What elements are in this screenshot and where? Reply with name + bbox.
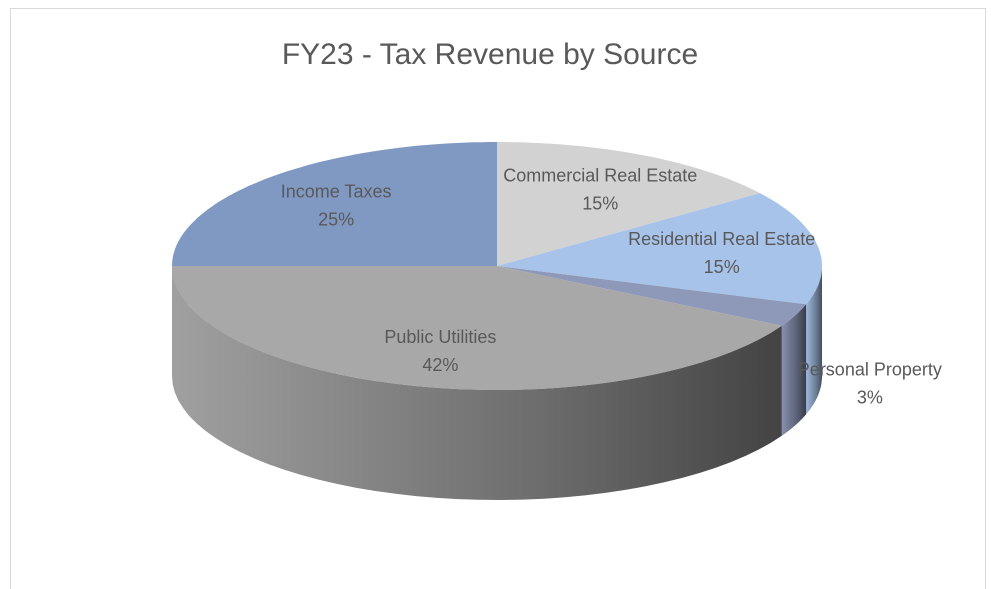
slice xyxy=(497,193,822,305)
slice-value-label: 42% xyxy=(422,355,458,375)
slice-side-shade xyxy=(172,266,782,500)
slice-value-label: 3% xyxy=(857,387,883,407)
slice xyxy=(172,266,782,390)
slice-value-label: 25% xyxy=(318,209,354,229)
slice-side-shade xyxy=(806,266,822,415)
slice-value-label: 15% xyxy=(704,257,740,277)
slice-side-shade xyxy=(781,304,807,436)
slice-category-label: Public Utilities xyxy=(384,327,496,347)
slice-category-label: Commercial Real Estate xyxy=(503,165,697,185)
slice xyxy=(497,266,807,326)
slice-category-label: Income Taxes xyxy=(281,181,392,201)
slice-category-label: Personal Property xyxy=(798,359,942,379)
chart-title: FY23 - Tax Revenue by Source xyxy=(282,38,698,71)
slice xyxy=(497,142,760,266)
slice-value-label: 15% xyxy=(582,193,618,213)
slice xyxy=(172,142,497,266)
slice-category-label: Residential Real Estate xyxy=(628,229,815,249)
pie-sides xyxy=(172,266,822,500)
pie-tops xyxy=(172,142,822,390)
pie-labels: Commercial Real Estate 15% Residential Rea… xyxy=(281,165,942,407)
